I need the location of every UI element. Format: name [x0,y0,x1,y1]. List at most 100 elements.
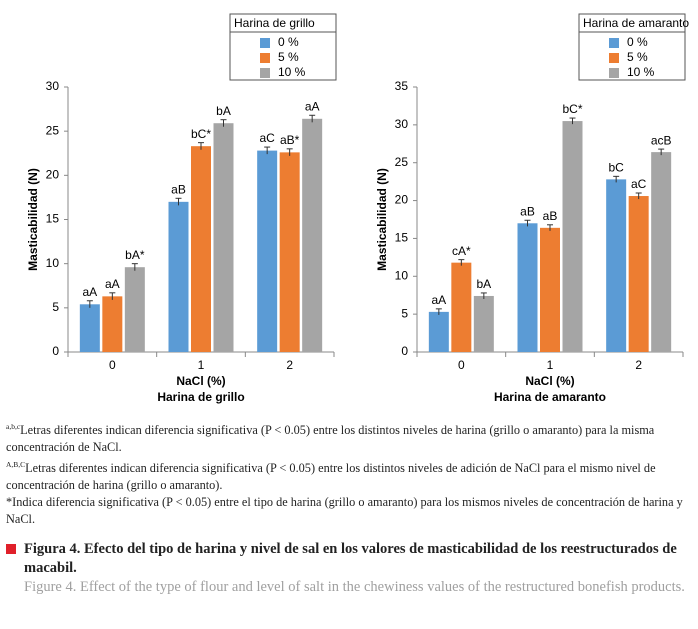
legend-label: 5 % [627,50,648,64]
caption-es-block: Figura 4. Efecto del tipo de harina y ni… [6,540,692,578]
bar [102,296,123,352]
error-bar [524,219,531,227]
y-tick-label: 35 [395,79,409,93]
bar [79,304,100,352]
bar [124,267,145,352]
y-tick-label: 30 [395,117,409,131]
note: A,B,CLetras diferentes indican diferenci… [6,456,692,494]
significance-letter: bC [608,161,624,175]
legend-label: 10 % [627,65,655,79]
x-tick-label: 1 [547,358,554,372]
significance-letter: bC* [562,102,582,116]
significance-letter: bC* [191,127,211,141]
chart-subtitle: Harina de amaranto [494,390,606,404]
significance-letter: aB [543,209,558,223]
bar [628,196,649,352]
caption: Figura 4. Efecto del tipo de harina y ni… [6,540,692,597]
significance-letter: aA [82,285,97,299]
y-tick-label: 0 [401,344,408,358]
error-bar [435,308,442,315]
error-bar [569,117,576,125]
y-tick-label: 5 [52,300,59,314]
bar [213,123,234,352]
error-bar [109,292,116,300]
significance-letter: aB* [280,133,300,147]
error-bar [264,146,271,155]
bar [168,201,189,352]
significance-letter: cA* [452,244,471,258]
x-tick-label: 1 [198,358,205,372]
bar [191,146,211,352]
legend-swatch [260,53,270,63]
note-text: Letras diferentes indican diferencia sig… [6,423,655,455]
x-tick-label: 0 [109,358,116,372]
legend-title: Harina de amaranto [583,16,689,30]
error-bar [635,192,642,200]
legend-swatch [609,38,619,48]
chart-subtitle: Harina de grillo [157,390,244,404]
y-axis-label: Masticabilidad (N) [26,168,40,271]
legend-swatch [260,68,270,78]
error-bar [198,142,204,150]
note: a,b,cLetras diferentes indican diferenci… [6,418,692,456]
error-bar [286,148,293,156]
y-tick-label: 20 [46,168,60,182]
caption-marker [6,544,16,554]
legend-label: 10 % [278,65,306,79]
error-bar [547,224,553,231]
legend-box [578,13,686,81]
error-bar [131,263,138,271]
caption-en: Figure 4. Effect of the type of flour an… [24,579,685,595]
y-tick-label: 15 [46,212,60,226]
significance-letter: aB [520,204,535,218]
y-tick-label: 25 [46,123,60,137]
bar [451,262,472,352]
significance-letter: bA* [125,248,145,262]
y-tick-label: 10 [46,256,60,270]
caption-es: Figura 4. Efecto del tipo de harina y ni… [24,541,677,576]
bar [651,152,672,352]
y-tick-label: 20 [395,193,409,207]
legend-title: Harina de grillo [234,16,315,30]
x-tick-label: 2 [286,358,293,372]
note-mark: * [6,495,13,510]
x-axis-label: NaCl (%) [525,374,574,388]
y-tick-label: 25 [395,155,409,169]
significance-letter: aC [259,131,275,145]
note-mark: A,B,C [6,460,26,470]
legend-label: 0 % [627,35,648,49]
significance-letter: aA [305,99,320,113]
y-tick-label: 10 [395,268,409,282]
legend-swatch [609,68,619,78]
error-bar [86,300,93,308]
error-bar [480,292,487,299]
error-bar [309,114,316,123]
significance-letter: aA [431,293,446,307]
significance-letter: acB [651,133,672,147]
legend-swatch [609,53,619,63]
notes: a,b,cLetras diferentes indican diferenci… [6,418,692,528]
bar [302,118,323,352]
bar [540,227,560,352]
x-tick-label: 2 [635,358,642,372]
note: *Indica diferencia significativa (P < 0.… [6,494,692,528]
legend-label: 5 % [278,50,299,64]
x-axis-label: NaCl (%) [176,374,225,388]
note-text: Letras diferentes indican diferencia sig… [6,461,656,493]
note-text: Indica diferencia significativa (P < 0.0… [6,495,683,527]
error-bar [613,175,620,183]
bar [257,150,278,352]
legend-label: 0 % [278,35,299,49]
significance-letter: bA [476,277,491,291]
bar [606,179,627,352]
bar [562,121,583,352]
note-mark: a,b,c [6,422,21,431]
y-tick-label: 30 [46,79,60,93]
chart: 0 5 10 15 20 25 30 Masticabilidad (N) NaCl (%) Ha… [26,13,337,404]
error-bar [175,197,182,206]
y-tick-label: 15 [395,231,409,245]
significance-letter: aB [171,182,186,196]
legend-swatch [260,38,270,48]
